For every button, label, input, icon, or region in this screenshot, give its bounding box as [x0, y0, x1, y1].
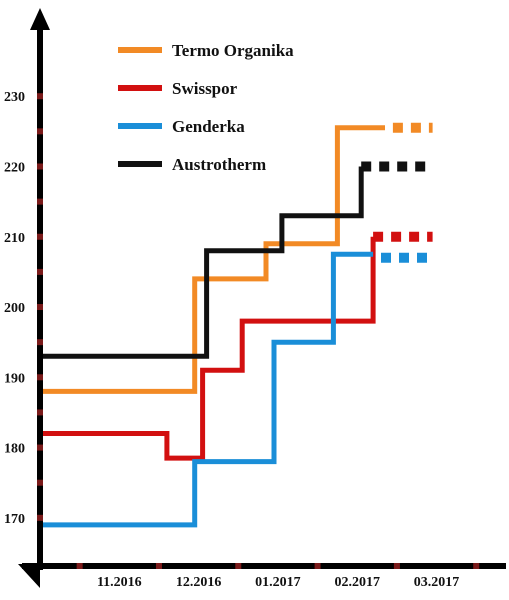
legend-item: Genderka	[118, 117, 245, 136]
legend: Termo Organika Swisspor Genderka Austrother…	[118, 41, 294, 174]
series-line	[40, 236, 376, 461]
x-tick-label: 11.2016	[97, 575, 142, 590]
y-minor-tick-mark	[37, 479, 43, 486]
legend-label: Austrotherm	[172, 155, 266, 174]
series-termo-organika	[40, 122, 433, 394]
y-minor-tick-mark	[37, 128, 43, 135]
y-minor-tick-mark	[37, 268, 43, 275]
series-line	[40, 251, 374, 528]
y-tick-label: 210	[4, 231, 25, 246]
y-tick-label: 170	[4, 512, 25, 527]
legend-label: Swisspor	[172, 79, 238, 98]
y-axis-arrow-icon	[30, 8, 50, 30]
series-austrotherm	[40, 161, 433, 359]
y-tick-label: 230	[4, 90, 25, 105]
y-minor-tick-mark	[37, 339, 43, 346]
y-tick-label: 200	[4, 301, 25, 316]
legend-item: Austrotherm	[118, 155, 266, 174]
legend-item: Termo Organika	[118, 41, 294, 60]
x-tick-mark	[393, 563, 400, 569]
x-tick-mark	[76, 563, 83, 569]
y-tick-label: 180	[4, 442, 25, 457]
y-minor-tick-mark	[37, 409, 43, 416]
series-layer	[40, 122, 433, 528]
series-genderka	[40, 251, 433, 528]
y-tick-label: 220	[4, 160, 25, 175]
y-tick-mark	[37, 93, 43, 100]
series-line	[40, 125, 385, 394]
x-tick-mark	[155, 563, 162, 569]
y-minor-tick-mark	[37, 198, 43, 205]
axes	[18, 8, 506, 588]
y-tick-mark	[37, 233, 43, 240]
x-tick-label: 03.2017	[414, 575, 460, 590]
x-tick-label: 01.2017	[255, 575, 301, 590]
x-tick-mark	[473, 563, 480, 569]
y-tick-mark	[37, 304, 43, 311]
x-tick-mark	[235, 563, 242, 569]
ticks: 170 180 190 200 210 220 230 11.2016 12.2016 01.20…	[4, 90, 480, 590]
legend-label: Termo Organika	[172, 41, 294, 60]
legend-label: Genderka	[172, 117, 245, 136]
axis-origin-corner-icon	[18, 564, 40, 588]
y-tick-mark	[37, 374, 43, 381]
series-line	[40, 166, 364, 359]
y-tick-mark	[37, 514, 43, 521]
y-tick-mark	[37, 163, 43, 170]
x-tick-label: 02.2017	[334, 575, 380, 590]
x-tick-label: 12.2016	[176, 575, 222, 590]
y-tick-mark	[37, 444, 43, 451]
legend-item: Swisspor	[118, 79, 238, 98]
series-swisspor	[40, 231, 433, 461]
y-tick-label: 190	[4, 371, 25, 386]
x-tick-mark	[314, 563, 321, 569]
